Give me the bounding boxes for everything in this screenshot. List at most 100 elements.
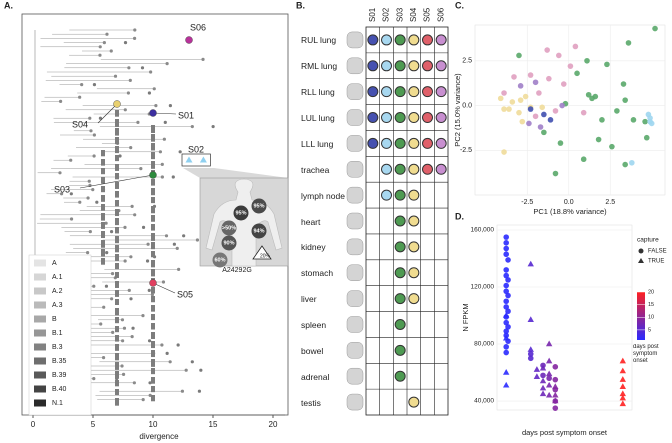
tree-tip	[86, 251, 90, 255]
lineage-bar	[115, 119, 119, 127]
legend-swatch	[34, 259, 46, 267]
lineage-bar	[115, 164, 119, 171]
tree-tip	[128, 78, 132, 82]
cell-dot	[381, 189, 392, 201]
y-tick-label: 120,000	[471, 284, 495, 291]
legend-swatch	[34, 287, 46, 295]
lineage-bar	[115, 200, 119, 207]
inset-connector	[183, 168, 288, 178]
point	[546, 375, 552, 382]
tissue-label-box: RLL lung	[301, 88, 335, 97]
tree-tip	[133, 213, 137, 217]
tissue-icon	[346, 367, 364, 385]
cell-dot	[435, 34, 447, 46]
legend-label: B.3	[52, 344, 63, 351]
point	[648, 120, 655, 127]
y-tick-label: -2.5	[460, 147, 472, 154]
tree-tip	[59, 99, 63, 103]
tree-tip	[86, 196, 90, 200]
lineage-bar	[101, 186, 105, 193]
point	[642, 118, 648, 125]
tree-tip	[141, 314, 145, 318]
point	[505, 324, 511, 330]
tree-tip	[123, 225, 127, 229]
tissue-icon	[346, 393, 364, 411]
lineage-bar	[115, 362, 119, 370]
lineage-bar	[115, 209, 119, 217]
tree-tip	[180, 389, 185, 393]
tissue-label: RML lung	[301, 61, 338, 72]
tree-tip	[140, 66, 145, 70]
point	[619, 383, 626, 389]
lineage-bar	[151, 350, 155, 358]
point	[503, 349, 510, 356]
sample-marker	[185, 36, 193, 44]
point	[560, 81, 567, 87]
tree-tip	[98, 53, 102, 57]
point	[516, 109, 522, 116]
point	[539, 364, 547, 371]
lineage-bar	[115, 380, 119, 387]
cell-dot	[394, 267, 406, 279]
lineage-bar	[151, 332, 155, 339]
cell-dot	[408, 112, 420, 124]
tree-tip	[211, 125, 215, 129]
inset-dot	[251, 223, 267, 239]
point	[625, 40, 632, 46]
cell-dot	[381, 60, 392, 72]
x-tick-label: 5	[91, 420, 96, 429]
point	[501, 106, 507, 112]
tree-tip	[111, 330, 115, 334]
panel-label: A.	[4, 0, 13, 10]
lineage-bar	[101, 222, 105, 229]
point	[599, 117, 605, 123]
sample-connector	[152, 112, 177, 115]
column-label: S06	[436, 7, 445, 22]
cell-dot	[367, 34, 379, 46]
tissue-label-box: testis	[301, 398, 321, 407]
tissue-icon	[346, 316, 364, 333]
tree-tip	[147, 339, 152, 343]
tree-tip	[132, 381, 136, 385]
lineage-bar	[101, 258, 105, 265]
lineage-bar	[151, 125, 155, 133]
point	[532, 113, 539, 120]
lineage-bar	[115, 290, 119, 297]
tissue-label-box: RML lung	[301, 61, 338, 72]
tree-tip	[164, 234, 169, 238]
sample-marker	[149, 109, 157, 117]
legend-swatch	[34, 329, 46, 337]
cell-dot	[422, 112, 433, 124]
tree-tip	[109, 49, 113, 53]
point	[552, 376, 559, 383]
point	[541, 111, 547, 118]
tree-tip	[120, 364, 124, 368]
sample-marker	[113, 100, 121, 108]
tissue-label-box: RUL lung	[301, 36, 336, 45]
panel-label: C.	[455, 0, 464, 10]
point	[552, 383, 559, 389]
x-tick-label: 0	[31, 420, 36, 429]
lineage-bar	[151, 152, 155, 160]
point	[503, 282, 510, 289]
legend-label: A.1	[52, 274, 63, 281]
point	[545, 381, 553, 388]
cell-dot	[435, 86, 447, 98]
cell-dot	[394, 189, 406, 201]
tree-tip	[139, 167, 143, 171]
tissue-label-box: heart	[301, 217, 320, 226]
point	[546, 75, 552, 82]
tissue-label: stomach	[301, 268, 334, 279]
tree-tip	[127, 288, 131, 292]
tree-tip	[178, 150, 182, 154]
lineage-bar	[151, 269, 155, 277]
lineage-bar	[101, 231, 105, 239]
tree-tip	[136, 120, 140, 124]
point	[503, 251, 510, 258]
tree-tip	[165, 351, 169, 355]
point	[505, 257, 511, 263]
lineage-bar	[151, 341, 155, 349]
tissue-label-box: stomach	[301, 268, 334, 279]
lineage-bar	[115, 308, 119, 316]
